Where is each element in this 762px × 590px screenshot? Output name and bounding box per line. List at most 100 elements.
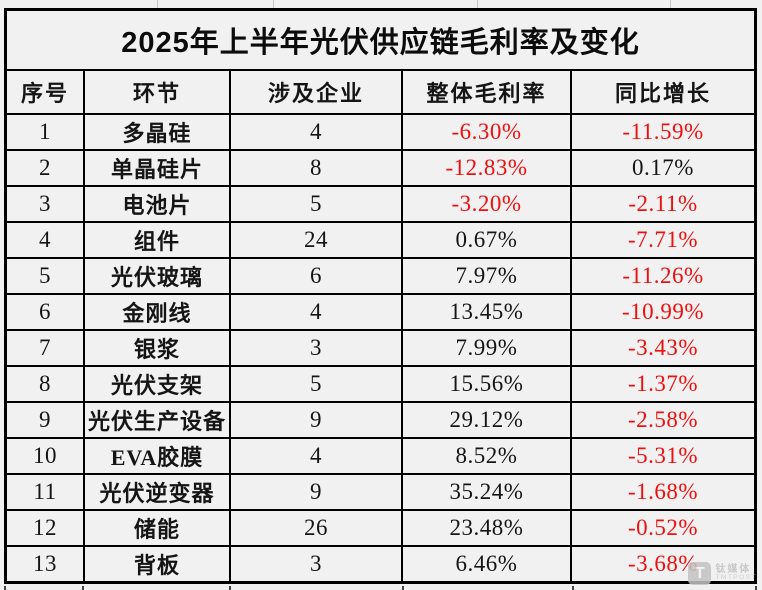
- tmtpost-logo-icon: T: [688, 562, 712, 585]
- cell-yoy-change: -2.11%: [628, 191, 698, 216]
- cell-index: 12: [7, 511, 85, 545]
- table-row: 3 电池片 5 -3.20% -2.11%: [7, 187, 754, 223]
- gridline-stub: [157, 0, 158, 8]
- cell-index: 11: [7, 475, 85, 509]
- cell-yoy-change: -7.71%: [627, 227, 699, 252]
- cell-yoy-change: -5.31%: [627, 443, 699, 468]
- table-row: 12 储能 26 23.48% -0.52%: [7, 511, 754, 547]
- cell-index: 8: [7, 367, 85, 401]
- cell-companies: 6: [231, 259, 403, 293]
- table-row: 8 光伏支架 5 15.56% -1.37%: [7, 367, 754, 403]
- table-body: 1 多晶硅 4 -6.30% -11.59% 2 单晶硅片 8 -12.83% 0.17% 3 电池片…: [7, 115, 754, 581]
- cell-gross-margin: 15.56%: [403, 367, 572, 401]
- cell-index: 3: [7, 187, 85, 221]
- cell-segment: EVA胶膜: [85, 439, 231, 473]
- cell-gross-margin: 8.52%: [403, 439, 572, 473]
- header-gross-margin: 整体毛利率: [403, 71, 572, 113]
- cell-companies: 8: [231, 151, 403, 185]
- cell-yoy-change: -0.52%: [627, 515, 699, 540]
- cell-companies: 24: [231, 223, 403, 257]
- table-row: 4 组件 24 0.67% -7.71%: [7, 223, 754, 259]
- cell-index: 1: [7, 115, 85, 149]
- cell-index: 2: [7, 151, 85, 185]
- gridline-stub: [670, 0, 671, 8]
- cell-segment: 电池片: [85, 187, 231, 221]
- gridline-stub: [4, 586, 6, 590]
- tmtpost-watermark: T 钛媒体 TMTPOST: [688, 562, 757, 585]
- table-header-row: 序号 环节 涉及企业 整体毛利率 同比增长: [7, 71, 754, 115]
- cell-companies: 5: [231, 367, 403, 401]
- cell-index: 6: [7, 295, 85, 329]
- table-row: 9 光伏生产设备 9 29.12% -2.58%: [7, 403, 754, 439]
- cell-companies: 3: [231, 331, 403, 365]
- watermark-subname: TMTPOST: [715, 574, 757, 582]
- cell-companies: 4: [231, 439, 403, 473]
- gridline-stub: [229, 586, 231, 590]
- gross-margin-table: 2025年上半年光伏供应链毛利率及变化 序号 环节 涉及企业 整体毛利率 同比增…: [4, 8, 757, 584]
- cell-yoy-change: -10.99%: [621, 299, 705, 324]
- cell-gross-margin: 23.48%: [403, 511, 572, 545]
- cell-yoy-change: -3.68%: [627, 551, 699, 576]
- table-row: 5 光伏玻璃 6 7.97% -11.26%: [7, 259, 754, 295]
- header-yoy-change: 同比增长: [614, 81, 711, 106]
- cell-segment: 储能: [85, 511, 231, 545]
- gridline-stub: [82, 586, 84, 590]
- cell-segment: 背板: [85, 547, 231, 581]
- cell-index: 13: [7, 547, 85, 581]
- cell-gross-margin: 7.99%: [403, 331, 572, 365]
- cell-segment: 组件: [85, 223, 231, 257]
- gridline-stub: [477, 0, 478, 8]
- cell-index: 10: [7, 439, 85, 473]
- header-index: 序号: [7, 71, 85, 113]
- cell-index: 7: [7, 331, 85, 365]
- cell-companies: 26: [231, 511, 403, 545]
- cell-gross-margin: 6.46%: [403, 547, 572, 581]
- cell-yoy-change: -11.59%: [622, 119, 704, 144]
- cell-segment: 银浆: [85, 331, 231, 365]
- cell-gross-margin: 0.67%: [403, 223, 572, 257]
- table-row: 11 光伏逆变器 9 35.24% -1.68%: [7, 475, 754, 511]
- table-row: 13 背板 3 6.46% -3.68%: [7, 547, 754, 581]
- cell-yoy-change: -1.68%: [627, 479, 699, 504]
- watermark-name: 钛媒体: [715, 563, 752, 575]
- table-row: 1 多晶硅 4 -6.30% -11.59%: [7, 115, 754, 151]
- cell-gross-margin: -3.20%: [403, 187, 572, 221]
- cell-segment: 多晶硅: [85, 115, 231, 149]
- cell-gross-margin: 13.45%: [403, 295, 572, 329]
- cell-segment: 光伏逆变器: [85, 475, 231, 509]
- header-companies: 涉及企业: [231, 71, 403, 113]
- table-row: 2 单晶硅片 8 -12.83% 0.17%: [7, 151, 754, 187]
- cell-gross-margin: -12.83%: [403, 151, 572, 185]
- cell-gross-margin: 7.97%: [403, 259, 572, 293]
- cell-index: 9: [7, 403, 85, 437]
- gridline-stub: [755, 586, 757, 590]
- cell-companies: 5: [231, 187, 403, 221]
- cell-gross-margin: 29.12%: [403, 403, 572, 437]
- cell-gross-margin: -6.30%: [403, 115, 572, 149]
- header-segment: 环节: [85, 71, 231, 113]
- table-row: 10 EVA胶膜 4 8.52% -5.31%: [7, 439, 754, 475]
- cell-yoy-change: 0.17%: [632, 155, 694, 180]
- cell-gross-margin: 35.24%: [403, 475, 572, 509]
- cell-yoy-change: -11.26%: [622, 263, 704, 288]
- cell-yoy-change: -3.43%: [627, 335, 699, 360]
- cell-segment: 光伏玻璃: [85, 259, 231, 293]
- cell-yoy-change: -1.37%: [627, 371, 699, 396]
- cell-companies: 4: [231, 115, 403, 149]
- cell-companies: 9: [231, 403, 403, 437]
- gridline-stub: [572, 586, 574, 590]
- cell-segment: 光伏支架: [85, 367, 231, 401]
- cell-segment: 光伏生产设备: [85, 403, 231, 437]
- table-title: 2025年上半年光伏供应链毛利率及变化: [7, 11, 754, 71]
- cell-index: 5: [7, 259, 85, 293]
- cell-companies: 3: [231, 547, 403, 581]
- table-row: 6 金刚线 4 13.45% -10.99%: [7, 295, 754, 331]
- cell-segment: 金刚线: [85, 295, 231, 329]
- cell-companies: 4: [231, 295, 403, 329]
- cell-index: 4: [7, 223, 85, 257]
- gridline-stub: [273, 0, 274, 8]
- cell-segment: 单晶硅片: [85, 151, 231, 185]
- cell-yoy-change: -2.58%: [627, 407, 699, 432]
- cell-companies: 9: [231, 475, 403, 509]
